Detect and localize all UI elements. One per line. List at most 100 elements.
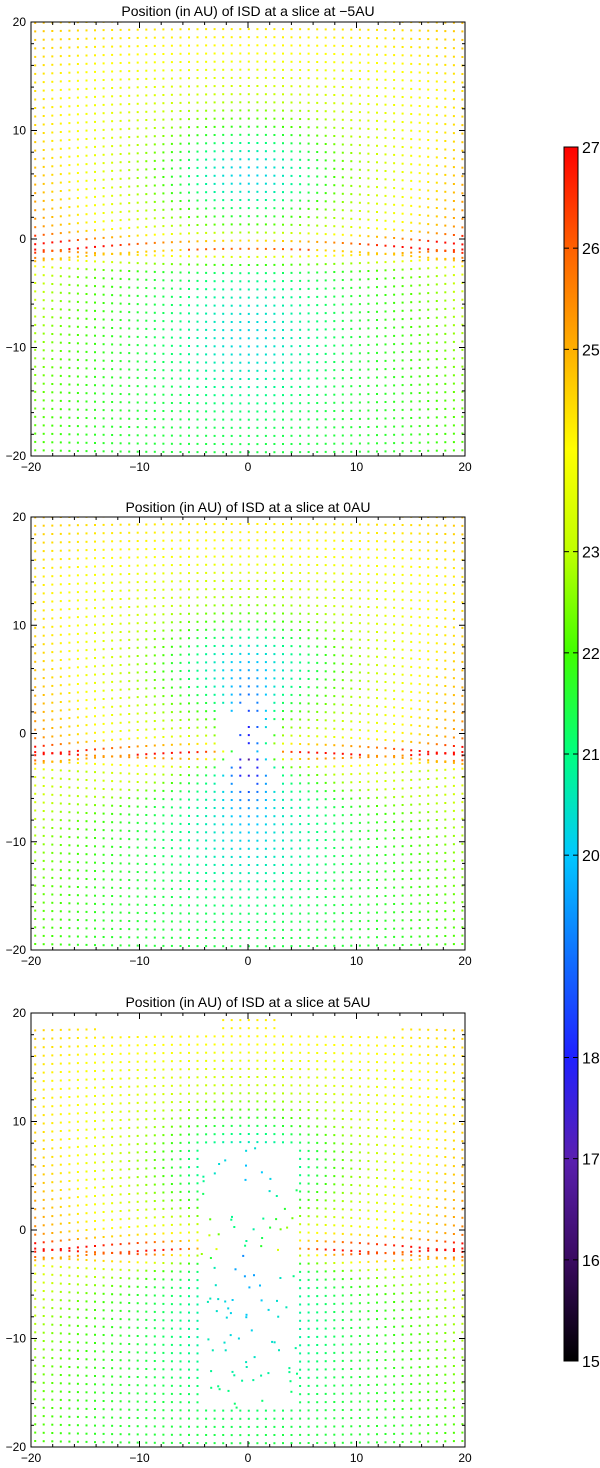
data-point xyxy=(410,649,413,652)
data-point xyxy=(273,85,276,88)
data-point xyxy=(341,928,344,931)
data-point xyxy=(452,768,455,771)
data-point xyxy=(256,264,259,266)
data-point xyxy=(136,311,139,314)
data-point xyxy=(299,69,302,71)
data-point xyxy=(376,911,378,914)
data-point xyxy=(316,459,318,461)
data-point xyxy=(230,369,233,372)
data-point xyxy=(170,126,173,129)
data-point xyxy=(282,677,284,680)
data-point xyxy=(256,174,259,177)
data-point xyxy=(111,804,114,807)
data-point xyxy=(427,675,430,678)
data-point xyxy=(205,815,208,818)
data-point xyxy=(444,266,447,269)
data-point xyxy=(273,272,276,275)
data-point xyxy=(76,683,79,685)
data-point xyxy=(299,353,302,356)
data-point xyxy=(34,440,37,443)
data-point xyxy=(418,943,421,946)
data-point xyxy=(256,329,259,332)
data-point xyxy=(461,424,464,427)
data-point xyxy=(230,207,233,210)
data-point xyxy=(145,368,148,371)
data-point xyxy=(213,928,216,931)
data-point xyxy=(111,829,114,832)
data-point xyxy=(410,383,413,386)
data-point xyxy=(102,829,105,832)
data-point xyxy=(324,393,327,396)
data-point xyxy=(299,410,302,413)
data-point xyxy=(222,443,225,445)
data-point xyxy=(435,810,438,813)
data-point xyxy=(136,53,139,56)
data-point xyxy=(179,839,182,842)
data-point xyxy=(102,253,105,256)
data-point xyxy=(222,669,225,672)
data-point xyxy=(444,165,447,168)
data-point xyxy=(213,685,216,688)
data-point xyxy=(358,671,361,674)
data-point xyxy=(256,52,259,55)
data-point xyxy=(307,336,310,339)
data-point xyxy=(376,887,378,889)
data-point xyxy=(85,375,88,378)
data-point xyxy=(256,28,259,31)
data-point xyxy=(196,279,199,282)
data-point xyxy=(213,52,216,55)
data-point xyxy=(333,814,336,817)
data-point xyxy=(136,442,139,445)
data-point xyxy=(273,758,276,761)
data-point xyxy=(153,654,156,657)
data-point xyxy=(435,156,438,159)
data-point xyxy=(307,101,310,104)
data-point xyxy=(324,126,327,129)
data-point xyxy=(367,45,370,48)
data-point xyxy=(196,920,199,923)
data-point xyxy=(367,319,370,322)
data-point xyxy=(85,29,88,32)
data-point xyxy=(333,28,336,31)
data-point xyxy=(196,134,199,137)
data-point xyxy=(299,863,302,866)
data-point xyxy=(59,935,62,938)
data-point xyxy=(188,798,190,801)
data-point xyxy=(102,285,105,288)
data-point xyxy=(435,893,438,896)
data-point xyxy=(170,442,173,445)
data-point xyxy=(94,665,96,668)
data-point xyxy=(299,361,302,364)
data-point xyxy=(401,812,404,815)
data-point xyxy=(86,952,88,954)
data-point xyxy=(393,359,396,362)
data-point xyxy=(94,861,96,864)
data-point xyxy=(401,246,404,248)
data-point xyxy=(367,393,370,396)
data-point xyxy=(179,52,182,55)
data-point xyxy=(239,321,242,323)
data-point xyxy=(162,781,165,784)
data-point xyxy=(59,885,62,888)
data-point xyxy=(435,701,438,704)
data-point xyxy=(128,936,131,939)
data-point xyxy=(94,756,96,759)
data-point xyxy=(299,442,302,445)
data-point xyxy=(333,208,336,211)
data-point xyxy=(256,85,259,87)
data-point xyxy=(427,250,430,253)
data-point xyxy=(94,845,96,848)
data-point xyxy=(324,781,327,784)
data-point xyxy=(230,636,233,639)
data-point xyxy=(273,68,276,71)
data-point xyxy=(34,307,37,310)
data-point xyxy=(76,836,79,839)
data-point xyxy=(205,742,208,745)
data-point xyxy=(76,741,79,744)
data-point xyxy=(51,441,54,444)
data-point xyxy=(358,805,361,808)
data-point xyxy=(324,879,327,882)
data-point xyxy=(256,247,259,250)
data-point xyxy=(264,207,267,210)
data-point xyxy=(367,368,370,371)
